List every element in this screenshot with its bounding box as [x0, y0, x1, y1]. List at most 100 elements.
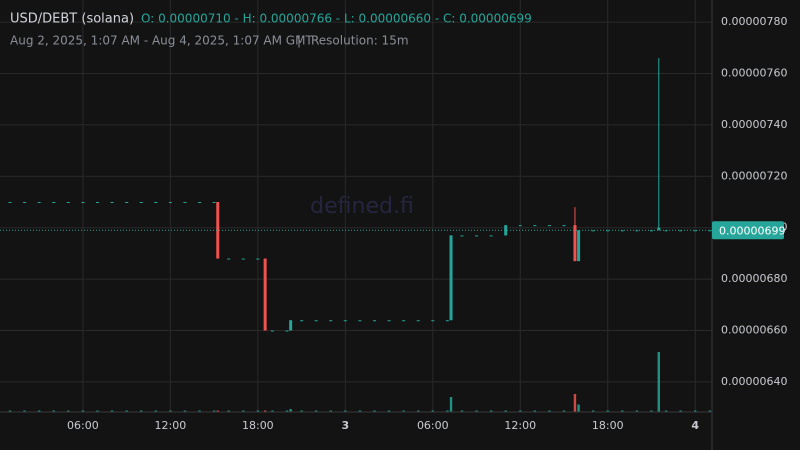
candle-body [125, 202, 129, 204]
candle-body [227, 258, 231, 260]
volume-bar [314, 410, 318, 412]
volume-bar [504, 410, 507, 412]
candle-body [591, 230, 595, 232]
volume-bar [417, 410, 420, 412]
x-tick-label: 18:00 [242, 419, 274, 432]
candle-body [66, 202, 70, 204]
candle-body [212, 202, 216, 204]
volume-bar [242, 410, 245, 412]
volume-bar [548, 410, 551, 412]
candle-body [168, 202, 172, 204]
volume-bar [110, 410, 114, 412]
price-label: 0.00000699 [719, 224, 785, 237]
volume-bar [489, 410, 493, 412]
candle-body [372, 320, 376, 322]
candle-body [573, 225, 577, 262]
volume-bar [449, 397, 453, 412]
volume-bar [227, 410, 230, 412]
candle-body [577, 230, 581, 262]
candle-body [431, 320, 435, 322]
volume-bar [431, 410, 435, 412]
volume-bar [591, 410, 595, 412]
volume-bar [198, 410, 201, 412]
volume-bar [533, 410, 537, 412]
separator: | [297, 34, 301, 48]
volume-bar [81, 410, 85, 412]
volume-bar [169, 410, 172, 412]
candle-body [343, 320, 347, 322]
candle-body [606, 230, 610, 232]
volume-bar [460, 410, 464, 412]
volume-bar [216, 410, 219, 412]
candle-body [52, 202, 56, 204]
volume-bar [475, 410, 478, 412]
volume-bar [140, 410, 143, 412]
x-tick-label: 3 [341, 419, 349, 432]
volume-bar [679, 410, 682, 412]
y-tick-label: 0.00000680 [721, 272, 787, 285]
candle-body [489, 235, 493, 237]
x-tick-label: 12:00 [155, 419, 187, 432]
volume-bar [263, 410, 267, 412]
candle-body [110, 202, 114, 204]
volume-bar [344, 410, 347, 412]
watermark: defined.fi [310, 194, 414, 219]
volume-bar [519, 410, 522, 412]
candle-body [679, 230, 683, 232]
volume-bar [657, 352, 660, 412]
volume-bar [154, 410, 157, 412]
candle-body [358, 320, 362, 322]
volume-bar [562, 410, 566, 412]
candle-body [475, 235, 479, 237]
candle-body [314, 320, 318, 322]
volume-bar [606, 410, 609, 412]
candle-body [329, 320, 333, 322]
volume-bar [573, 394, 577, 412]
y-tick-label: 0.00000660 [721, 324, 787, 337]
volume-bar [387, 410, 391, 412]
volume-bar [271, 410, 274, 412]
volume-bar [23, 410, 26, 412]
candle-body [256, 258, 260, 260]
candle-body [562, 225, 566, 227]
volume-bar [577, 404, 580, 412]
volume-bar [289, 409, 292, 412]
candle-body [504, 225, 508, 236]
candle-body [23, 202, 27, 204]
volume-bar [694, 410, 697, 412]
candle-body [693, 230, 697, 232]
candle-body [95, 202, 99, 204]
candle-body [445, 320, 449, 322]
volume-bar [125, 410, 128, 412]
candle-body [241, 258, 245, 260]
volume-bar [329, 410, 332, 412]
volume-bar [52, 410, 55, 412]
volume-bar [664, 410, 668, 412]
volume-bar [183, 410, 187, 412]
pair-title: USD/DEBT (solana) [10, 12, 134, 27]
volume-bar [96, 410, 99, 412]
x-tick-label: 12:00 [504, 419, 536, 432]
candle-body [8, 202, 12, 204]
candle-body [263, 258, 267, 331]
volume-bar [300, 410, 303, 412]
candle-body [449, 235, 453, 321]
y-tick-label: 0.00000640 [721, 375, 787, 388]
candle-body [216, 202, 220, 259]
volume-bar [358, 410, 362, 412]
candle-body [37, 202, 41, 204]
volume-bar [621, 410, 624, 412]
x-tick-label: 4 [691, 419, 699, 432]
price-label-box [712, 221, 784, 240]
volume-bar [650, 410, 653, 412]
axes: 0.000006400.000006600.000006800.00000700… [67, 15, 787, 432]
candle-body [198, 202, 202, 204]
x-tick-label: 18:00 [592, 419, 624, 432]
candle-body [139, 202, 143, 204]
y-tick-label: 0.00000720 [721, 169, 787, 182]
candle-body [387, 320, 391, 322]
candle-body [183, 202, 187, 204]
candle-body [285, 330, 289, 332]
volume-bar [635, 410, 639, 412]
candle-body [620, 230, 624, 232]
